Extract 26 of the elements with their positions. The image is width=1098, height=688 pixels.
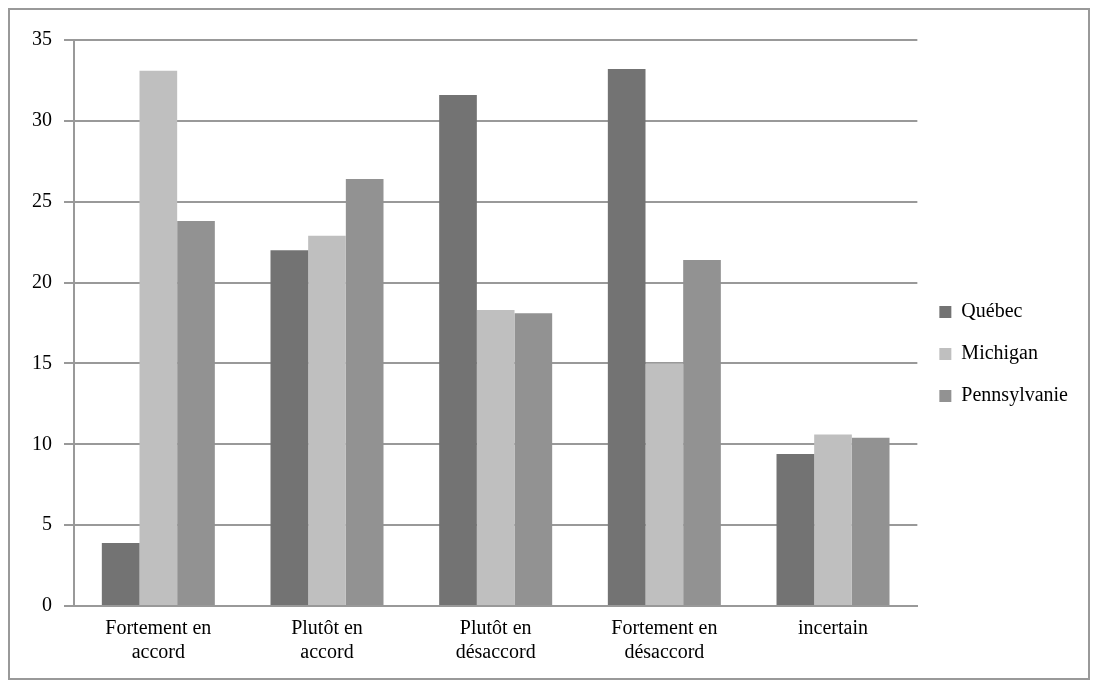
y-tick-label: 0 bbox=[42, 593, 52, 616]
bar bbox=[270, 250, 309, 605]
bar bbox=[607, 69, 646, 605]
y-tick-label: 25 bbox=[32, 188, 52, 211]
bar bbox=[439, 94, 477, 605]
bar bbox=[308, 235, 346, 605]
y-tick-label: 5 bbox=[42, 512, 52, 535]
legend-label: Québec bbox=[961, 299, 1023, 322]
y-tick-label: 20 bbox=[32, 269, 52, 292]
y-tick-label: 15 bbox=[32, 350, 52, 373]
bar bbox=[814, 434, 852, 605]
bar bbox=[476, 310, 515, 605]
bar bbox=[645, 363, 684, 605]
y-tick-label: 30 bbox=[32, 108, 52, 131]
legend-label: Pennsylvanie bbox=[961, 383, 1069, 407]
bar bbox=[101, 542, 140, 605]
x-tick-label: Fortement en accord bbox=[105, 616, 212, 663]
x-tick-label: incertain bbox=[798, 616, 868, 639]
y-tick-label: 10 bbox=[32, 431, 52, 454]
bar bbox=[776, 453, 815, 605]
x-tick-label: Plutôt en désaccord bbox=[455, 616, 536, 663]
legend-label: Michigan bbox=[961, 341, 1039, 365]
bar bbox=[139, 70, 178, 605]
x-tick-label: Plutôt en accord bbox=[291, 616, 363, 663]
x-tick-label: Fortement en désaccord bbox=[611, 616, 718, 663]
y-tick-label: 35 bbox=[32, 27, 52, 50]
